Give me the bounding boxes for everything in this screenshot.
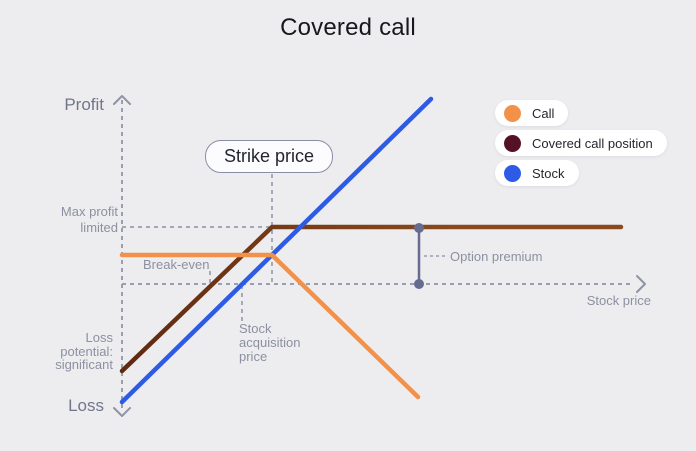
y-axis-up-arrowhead-icon bbox=[113, 95, 131, 105]
stock-line bbox=[119, 96, 434, 405]
x-axis-label: Stock price bbox=[586, 293, 651, 308]
legend-item-label: Stock bbox=[532, 165, 565, 181]
legend-item-covered-call-position: Covered call position bbox=[495, 130, 667, 156]
x-axis-right-arrowhead-icon bbox=[636, 275, 646, 293]
chart-title: Covered call bbox=[280, 14, 416, 41]
covered-call-position-line bbox=[119, 224, 624, 374]
y-axis-profit-label: Profit bbox=[64, 95, 104, 114]
legend-item-label: Covered call position bbox=[532, 135, 653, 151]
strike-price-callout: Strike price bbox=[205, 140, 333, 173]
legend-item-stock: Stock bbox=[495, 160, 579, 186]
y-axis-loss-label: Loss bbox=[68, 396, 104, 415]
stock-acquisition-label: Stock acquisition price bbox=[239, 321, 301, 364]
option-premium-label: Option premium bbox=[450, 249, 543, 264]
option-premium-top-dot bbox=[414, 223, 424, 233]
loss-potential-label: Loss potential: significant bbox=[55, 330, 113, 372]
y-axis-down-arrowhead-icon bbox=[113, 407, 131, 417]
break-even-label: Break-even bbox=[143, 257, 210, 272]
legend-item-label: Call bbox=[532, 105, 555, 121]
covered-call-legend-dot-icon bbox=[504, 134, 521, 152]
option-premium-bottom-dot bbox=[414, 279, 424, 289]
legend-item-call: Call bbox=[495, 100, 569, 126]
stock-legend-dot-icon bbox=[504, 164, 521, 182]
legend: Call Covered call position Stock bbox=[495, 100, 667, 186]
max-profit-label: Max profit limited bbox=[60, 204, 118, 235]
strike-price-label: Strike price bbox=[223, 146, 315, 166]
call-legend-dot-icon bbox=[504, 104, 521, 122]
call-line bbox=[119, 252, 421, 400]
